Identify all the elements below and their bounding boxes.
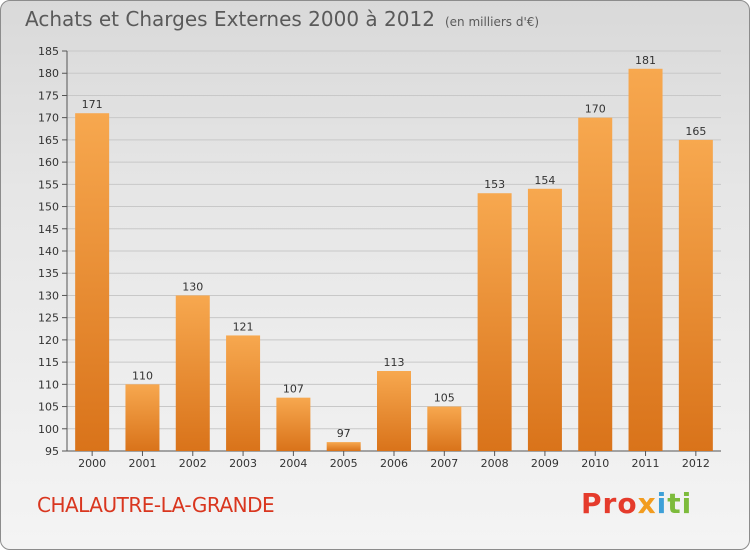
unit-label: (en milliers d'€)	[444, 15, 540, 29]
bar-2007	[427, 406, 462, 451]
y-tick-label: 140	[38, 245, 59, 258]
data-label-2011: 181	[635, 54, 656, 67]
bar-2002	[175, 295, 210, 451]
chart-title: Achats et Charges Externes 2000 à 2012 (e…	[25, 7, 540, 31]
logo-part-4: ti	[667, 487, 693, 520]
data-label-2004: 107	[283, 383, 304, 396]
bar-2001	[125, 384, 160, 451]
x-tick-label-2010: 2010	[581, 457, 609, 470]
x-tick-label-2000: 2000	[78, 457, 106, 470]
x-tick-label-2011: 2011	[632, 457, 660, 470]
bar-2006	[377, 371, 411, 451]
bar-2004	[276, 397, 311, 451]
x-tick-label-2012: 2012	[682, 457, 710, 470]
x-tick-label-2007: 2007	[430, 457, 458, 470]
bar-2008	[477, 193, 512, 451]
data-label-2010: 170	[585, 103, 606, 116]
y-tick-label: 105	[38, 401, 59, 414]
logo-part-1: Pro	[581, 487, 638, 520]
data-label-2012: 165	[685, 125, 706, 138]
proxiti-logo: Proxiti	[581, 487, 692, 520]
x-tick-label-2008: 2008	[481, 457, 509, 470]
y-tick-label: 100	[38, 423, 59, 436]
y-tick-label: 185	[38, 45, 59, 58]
y-tick-label: 135	[38, 267, 59, 280]
bar-2005	[326, 442, 361, 451]
bar-2000	[75, 113, 110, 451]
bar-2010	[578, 117, 613, 452]
y-tick-label: 120	[38, 334, 59, 347]
x-tick-label-2006: 2006	[380, 457, 408, 470]
x-tick-label-2001: 2001	[128, 457, 156, 470]
y-tick-label: 155	[38, 178, 59, 191]
y-tick-label: 125	[38, 312, 59, 325]
x-tick-label-2002: 2002	[179, 457, 207, 470]
bar-2011	[628, 68, 663, 452]
y-tick-label: 95	[45, 445, 59, 458]
town-name: CHALAUTRE-LA-GRANDE	[37, 493, 275, 517]
y-tick-label: 115	[38, 356, 59, 369]
data-label-2008: 153	[484, 178, 505, 191]
data-label-2001: 110	[132, 369, 153, 382]
logo-part-3: i	[656, 487, 668, 520]
data-label-2000: 171	[82, 98, 103, 111]
x-tick-label-2004: 2004	[279, 457, 307, 470]
bar-2012	[678, 139, 713, 451]
bar-2003	[226, 335, 261, 451]
logo-part-2: x	[637, 487, 657, 520]
y-tick-label: 130	[38, 289, 59, 302]
x-tick-label-2005: 2005	[330, 457, 358, 470]
y-tick-label: 110	[38, 378, 59, 391]
y-tick-label: 180	[38, 67, 59, 80]
data-label-2007: 105	[434, 392, 455, 405]
bar-2009	[527, 188, 562, 451]
data-label-2006: 113	[384, 356, 405, 369]
data-label-2005: 97	[337, 427, 351, 440]
y-tick-label: 165	[38, 134, 59, 147]
y-tick-label: 160	[38, 156, 59, 169]
y-tick-label: 175	[38, 89, 59, 102]
y-tick-label: 150	[38, 201, 59, 214]
y-tick-label: 170	[38, 112, 59, 125]
data-label-2009: 154	[534, 174, 555, 187]
data-label-2003: 121	[233, 320, 254, 333]
x-tick-label-2003: 2003	[229, 457, 257, 470]
data-label-2002: 130	[182, 280, 203, 293]
y-tick-label: 145	[38, 223, 59, 236]
x-tick-label-2009: 2009	[531, 457, 559, 470]
